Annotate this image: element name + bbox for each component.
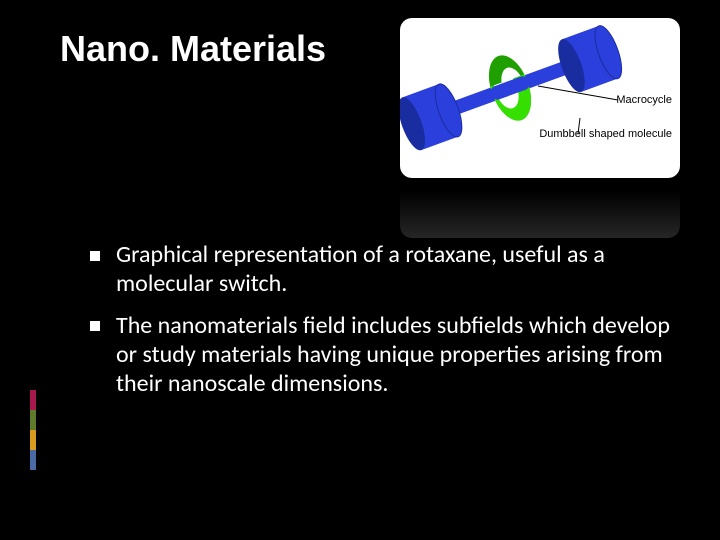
image-reflection — [400, 178, 680, 238]
label-macrocycle: Macrocycle — [616, 94, 672, 106]
slide-body: Graphical representation of a rotaxane, … — [88, 240, 672, 410]
rotaxane-image: Macrocycle Dumbbell shaped molecule — [400, 18, 680, 178]
bullet-list: Graphical representation of a rotaxane, … — [88, 240, 672, 398]
bullet-text: Graphical representation of a rotaxane, … — [116, 240, 605, 298]
label-dumbbell: Dumbbell shaped molecule — [539, 128, 672, 140]
bullet-text: The nanomaterials field includes subfiel… — [116, 311, 670, 399]
accent-seg — [30, 430, 36, 450]
accent-seg — [30, 450, 36, 470]
accent-seg — [30, 390, 36, 410]
accent-seg — [30, 410, 36, 430]
slide: Nano. Materials Macrocycle Dumbbell shap… — [0, 0, 720, 540]
bullet-item: Graphical representation of a rotaxane, … — [88, 240, 672, 299]
slide-title: Nano. Materials — [60, 28, 326, 70]
bullet-item: The nanomaterials field includes subfiel… — [88, 311, 672, 399]
accent-bar — [30, 390, 36, 470]
